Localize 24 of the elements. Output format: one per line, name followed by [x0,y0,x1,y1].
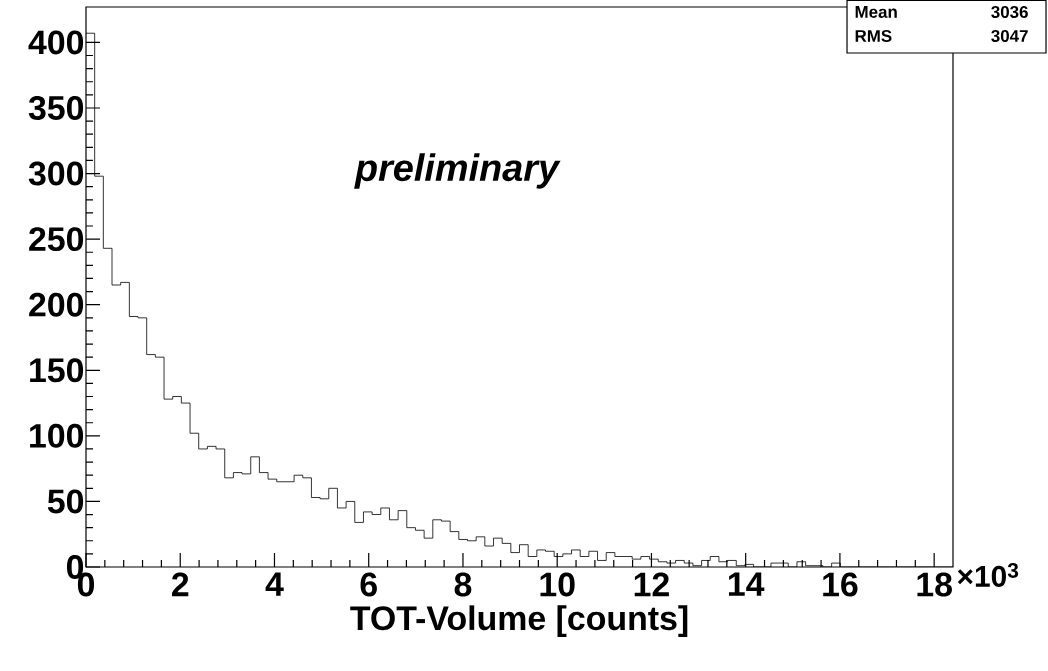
text: ×10$^{3}$ [957,563,1019,587]
x-tick-label: 16 [823,572,858,597]
y-tick-label: 250 [29,227,84,252]
y-tick-label: 200 [29,292,84,317]
x-tick-label: 6 [360,572,377,597]
x-tick-label: 4 [265,572,284,596]
text: 3036 [991,5,1028,18]
annotation: RMS [855,29,892,42]
y-tick-label: 300 [28,161,84,186]
x-tick-label: 10 [540,572,575,597]
x-axis-title: TOT-Volume [counts] [350,605,688,637]
y-tick-label: 400 [28,30,84,55]
annotation: Mean [855,6,897,18]
y-tick-label: 150 [30,358,84,383]
x-tick-label: 18 [917,572,952,597]
y-tick-label: 350 [28,95,84,120]
x-tick-label: 2 [171,572,189,597]
y-tick-label: 100 [30,423,84,448]
x-tick-label: 8 [454,572,472,597]
y-tick-label: 50 [47,489,84,514]
x-tick-label: 12 [634,572,669,597]
text: 3047 [991,29,1028,42]
x-tick-label: 14 [728,572,765,596]
annotation: preliminary [354,153,561,189]
